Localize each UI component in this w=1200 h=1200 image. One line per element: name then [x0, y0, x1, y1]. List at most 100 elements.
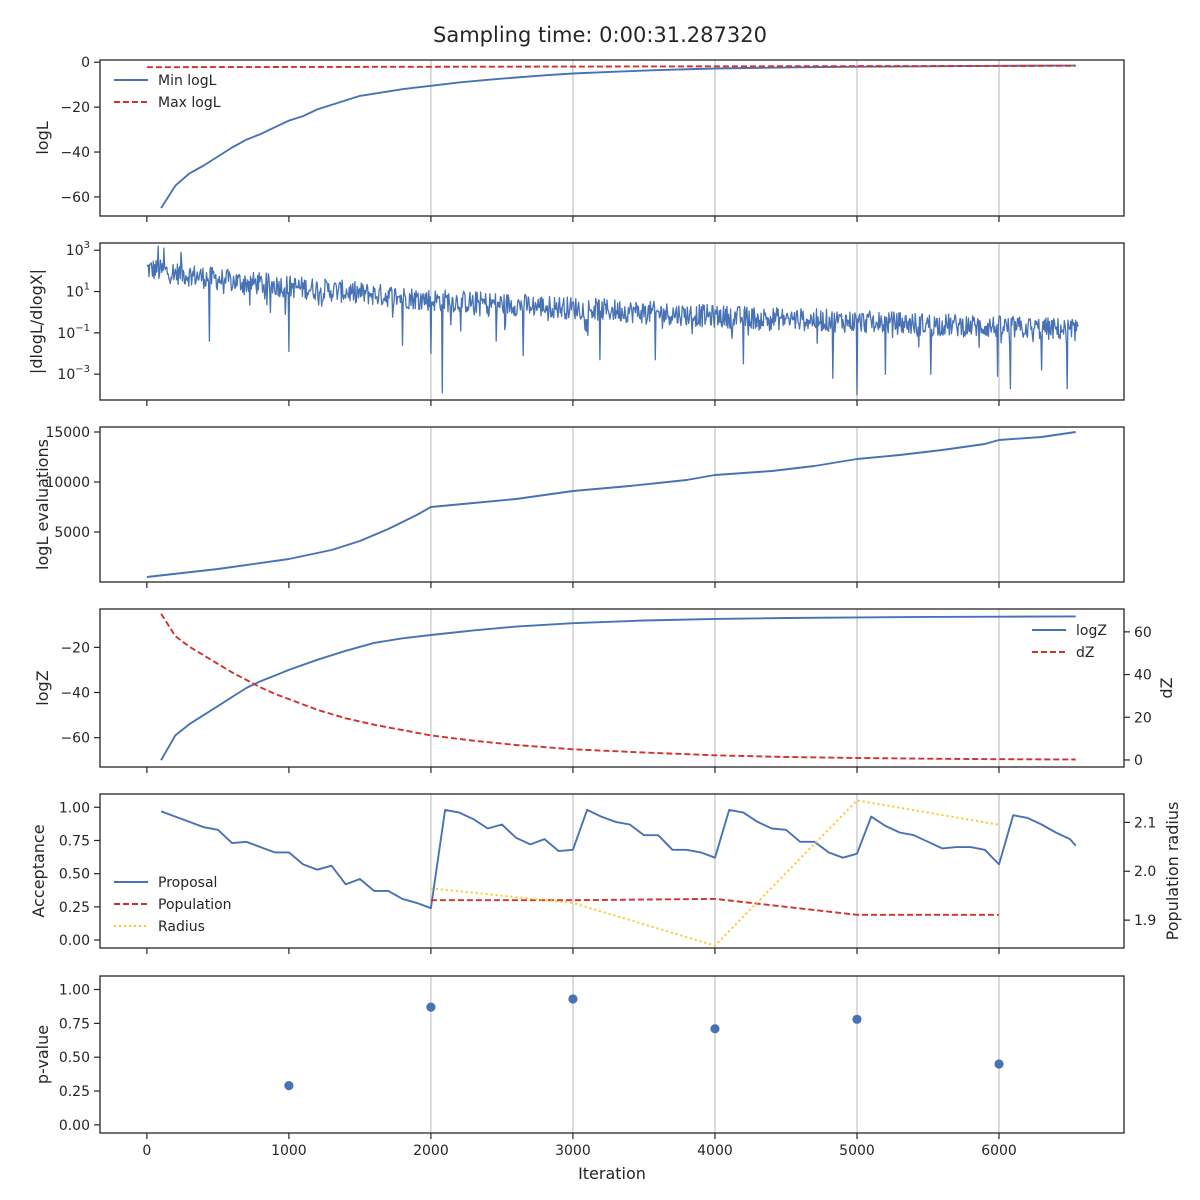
legend: Proposal Population Radius — [114, 875, 232, 935]
axes-frame — [99, 59, 1125, 217]
x-tick-label-4: 4000 — [697, 1143, 733, 1159]
y-tick-label-0: 5000 — [54, 525, 90, 541]
scatter-point-4 — [852, 1014, 862, 1024]
y-tick-label-1: 0.25 — [59, 900, 90, 916]
y-right-tick-label-1: 2.0 — [1134, 864, 1156, 880]
y-tick-label-1: −40 — [60, 686, 90, 702]
series-line-1 — [160, 613, 1076, 761]
y-tick-label-1: 0.25 — [59, 1084, 90, 1100]
y-tick-label-3: 0.75 — [59, 833, 90, 849]
y-axis-label: logL — [33, 121, 52, 154]
scatter-point-1 — [426, 1002, 436, 1012]
y-right-tick-label-2: 40 — [1134, 668, 1152, 684]
plot-area — [160, 613, 1076, 761]
scatter-point-2 — [568, 994, 578, 1004]
scatter-point-3 — [710, 1024, 720, 1034]
y-tick-label-exponent: 3 — [84, 240, 90, 251]
legend: logZ dZ — [1032, 623, 1107, 661]
legend-label-1: Max logL — [158, 95, 221, 111]
x-tick-label-0: 0 — [142, 1143, 151, 1159]
y-right-tick-label-0: 1.9 — [1134, 913, 1156, 929]
legend-label-0: logZ — [1076, 623, 1107, 639]
y-tick-label-1: 101 — [66, 282, 90, 301]
y-right-axis-label: Population radius — [1163, 802, 1182, 941]
y-right-tick-label-0: 0 — [1134, 753, 1143, 769]
y-tick-label-base: 10 — [66, 285, 84, 301]
y-right-tick-label-3: 60 — [1134, 625, 1152, 641]
panel-4: 0.00 0.25 0.50 0.75 1.00 1.9 2.0 2.1 Acceptance P… — [29, 793, 1182, 954]
y-tick-label-0: −20 — [60, 640, 90, 656]
panel-0: 0 −20 −40 −60 logL Min logL Max logL — [33, 55, 1125, 222]
y-right-tick-label-2: 2.1 — [1134, 815, 1156, 831]
y-axis-label: logL evaluations — [33, 439, 52, 570]
y-tick-label-base: 10 — [57, 367, 75, 383]
plot-area — [146, 431, 1076, 578]
series-line-0 — [160, 808, 1077, 910]
y-tick-label-exponent: −1 — [75, 323, 90, 334]
plot-area — [146, 64, 1076, 209]
y-tick-label-3: 10−3 — [57, 364, 90, 383]
y-tick-label-2: 15000 — [45, 425, 90, 441]
axes-frame — [99, 793, 1125, 949]
series-line-1 — [146, 64, 1076, 69]
series-line-0 — [146, 431, 1076, 578]
y-tick-label-3: −60 — [60, 190, 90, 206]
legend-label-2: Radius — [158, 919, 205, 935]
x-tick-label-6: 6000 — [981, 1143, 1017, 1159]
y-axis-label: logZ — [33, 670, 52, 705]
y-tick-label-0: 0.00 — [59, 1118, 90, 1134]
y-tick-label-0: 0.00 — [59, 933, 90, 949]
legend: Min logL Max logL — [114, 73, 221, 111]
series-line-0 — [160, 64, 1076, 209]
x-tick-label-1: 1000 — [271, 1143, 307, 1159]
series-line-0 — [146, 245, 1079, 396]
y-tick-label-2: 0.50 — [59, 867, 90, 883]
scatter-point-0 — [284, 1081, 294, 1091]
series-line-2 — [430, 799, 1000, 947]
y-right-axis-label: dZ — [1157, 677, 1176, 698]
legend-label-0: Min logL — [158, 73, 217, 89]
axes-frame — [99, 242, 1125, 401]
axes-frame — [99, 975, 1125, 1134]
y-tick-label-2: −40 — [60, 145, 90, 161]
y-tick-label-exponent: −3 — [75, 364, 90, 375]
y-tick-label-0: 0 — [81, 55, 90, 71]
plot-area — [284, 994, 1004, 1091]
legend-label-1: dZ — [1076, 645, 1094, 661]
y-tick-label-base: 10 — [57, 326, 75, 342]
y-axis-label: p-value — [33, 1025, 52, 1084]
panel-5: 0 1000 2000 3000 4000 5000 6000 0.00 0.25 0.50 0.7… — [33, 975, 1125, 1159]
scatter-point-5 — [994, 1059, 1004, 1069]
y-tick-label-2: 0.50 — [59, 1050, 90, 1066]
y-tick-label-3: 0.75 — [59, 1016, 90, 1032]
y-tick-label-2: −60 — [60, 731, 90, 747]
axes-frame — [99, 426, 1125, 583]
x-tick-label-3: 3000 — [555, 1143, 591, 1159]
y-tick-label-1: 10000 — [45, 475, 90, 491]
y-tick-label-1: −20 — [60, 100, 90, 116]
y-axis-label: |dlogL/dlogX| — [27, 269, 46, 374]
legend-label-1: Population — [158, 897, 232, 913]
series-line-0 — [160, 615, 1076, 761]
x-tick-label-2: 2000 — [413, 1143, 449, 1159]
x-tick-label-5: 5000 — [839, 1143, 875, 1159]
x-axis-label: Iteration — [578, 1164, 646, 1183]
legend-label-0: Proposal — [158, 875, 217, 891]
plot-area — [146, 245, 1079, 396]
y-tick-label-exponent: 1 — [84, 282, 90, 293]
y-tick-label-0: 103 — [66, 240, 90, 259]
axes-frame — [99, 608, 1125, 768]
y-axis-label: Acceptance — [29, 824, 48, 917]
y-tick-label-base: 10 — [66, 243, 84, 259]
y-tick-label-4: 1.00 — [59, 983, 90, 999]
y-tick-label-2: 10−1 — [57, 323, 90, 342]
panel-3: −20 −40 −60 0 20 40 60 logZ dZ logZ dZ — [33, 608, 1176, 773]
series-line-1 — [430, 897, 999, 916]
figure-title: Sampling time: 0:00:31.287320 — [433, 23, 767, 47]
y-tick-label-4: 1.00 — [59, 800, 90, 816]
